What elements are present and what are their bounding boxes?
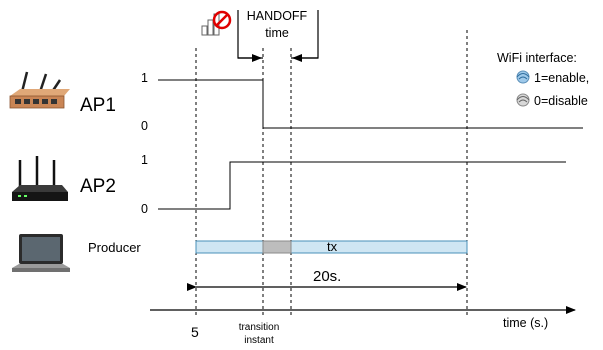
tx-label: tx (327, 239, 338, 254)
ap1-level-high: 1 (141, 71, 148, 85)
producer-label: Producer (88, 240, 141, 255)
ap2-signal-trace (158, 161, 566, 210)
legend-disable-label: 0=disable (534, 94, 588, 108)
handoff-label: HANDOFF (247, 9, 308, 23)
transition-instant-label: instant (244, 335, 274, 346)
wifi-enable-icon (516, 70, 530, 84)
laptop-icon (12, 234, 70, 272)
handoff-time-label: time (265, 26, 289, 40)
transition-label: transition (239, 322, 280, 333)
router-icon (9, 71, 70, 109)
legend-enable-label: 1=enable, (534, 71, 589, 85)
start-tick-label: 5 (191, 324, 199, 340)
ap1-signal-trace (158, 79, 583, 129)
ap2-level-high: 1 (141, 153, 148, 167)
duration-label: 20s. (313, 268, 341, 285)
ap2-label: AP2 (80, 176, 116, 197)
ap2-level-low: 0 (141, 202, 148, 216)
ap1-label: AP1 (80, 95, 116, 116)
legend-title: WiFi interface: (497, 51, 577, 65)
no-signal-icon (201, 10, 232, 36)
ap1-level-low: 0 (141, 119, 148, 133)
time-axis-label: time (s.) (503, 316, 548, 330)
handoff-gap (262, 240, 292, 254)
wifi-disable-icon (516, 93, 530, 107)
wireless-router-icon (12, 156, 68, 201)
